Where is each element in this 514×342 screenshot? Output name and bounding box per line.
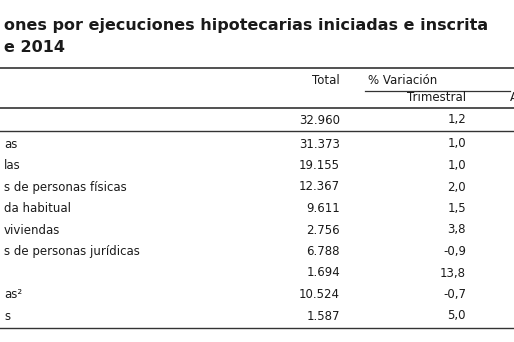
Text: 6.788: 6.788	[306, 245, 340, 258]
Text: 1,2: 1,2	[447, 114, 466, 127]
Text: e 2014: e 2014	[4, 40, 65, 55]
Text: as: as	[4, 137, 17, 150]
Text: s de personas físicas: s de personas físicas	[4, 181, 127, 194]
Text: % Variación: % Variación	[368, 74, 437, 87]
Text: Trimestral: Trimestral	[407, 92, 466, 105]
Text: da habitual: da habitual	[4, 202, 71, 215]
Text: s de personas jurídicas: s de personas jurídicas	[4, 245, 140, 258]
Text: A: A	[510, 92, 514, 105]
Text: s: s	[4, 310, 10, 323]
Text: 1.587: 1.587	[306, 310, 340, 323]
Text: 2.756: 2.756	[306, 224, 340, 237]
Text: 13,8: 13,8	[440, 266, 466, 279]
Text: 9.611: 9.611	[306, 202, 340, 215]
Text: viviendas: viviendas	[4, 224, 60, 237]
Text: 10.524: 10.524	[299, 288, 340, 301]
Text: 1,5: 1,5	[447, 202, 466, 215]
Text: 31.373: 31.373	[299, 137, 340, 150]
Text: 1,0: 1,0	[447, 159, 466, 172]
Text: as²: as²	[4, 288, 22, 301]
Text: 1,0: 1,0	[447, 137, 466, 150]
Text: 32.960: 32.960	[299, 114, 340, 127]
Text: 19.155: 19.155	[299, 159, 340, 172]
Text: -0,7: -0,7	[443, 288, 466, 301]
Text: 12.367: 12.367	[299, 181, 340, 194]
Text: las: las	[4, 159, 21, 172]
Text: Total: Total	[312, 74, 340, 87]
Text: ones por ejecuciones hipotecarias iniciadas e inscrita: ones por ejecuciones hipotecarias inicia…	[4, 18, 488, 33]
Text: 1.694: 1.694	[306, 266, 340, 279]
Text: -0,9: -0,9	[443, 245, 466, 258]
Text: 5,0: 5,0	[448, 310, 466, 323]
Text: 3,8: 3,8	[448, 224, 466, 237]
Text: 2,0: 2,0	[447, 181, 466, 194]
